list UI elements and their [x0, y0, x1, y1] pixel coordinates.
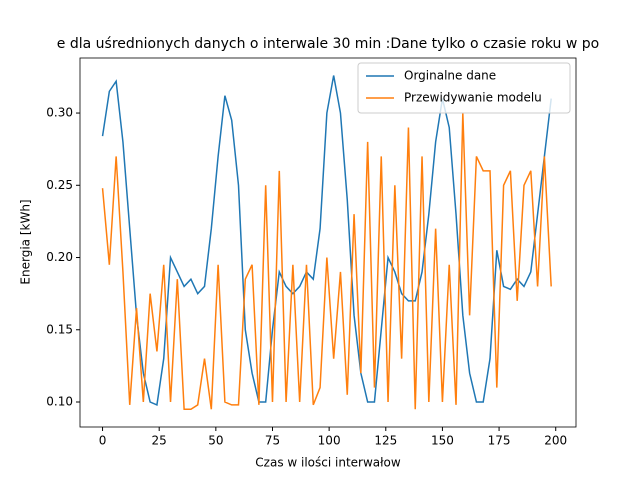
line-series: [101, 113, 552, 410]
y-tick-label: 0.15: [46, 322, 73, 336]
line-series: [101, 75, 552, 406]
x-tick-label: 75: [265, 434, 280, 448]
x-tick-label: 200: [544, 434, 567, 448]
legend-label: Orginalne dane: [404, 69, 496, 83]
y-axis-label: Energia [kWh]: [19, 199, 33, 284]
x-axis-label: Czas w ilości interwałow: [255, 456, 401, 470]
y-tick-label: 0.30: [46, 106, 73, 120]
x-tick-label: 50: [208, 434, 223, 448]
plot-frame: [79, 57, 577, 428]
y-tick-label: 0.25: [46, 178, 73, 192]
x-tick-label: 0: [99, 434, 107, 448]
y-tick-label: 0.20: [46, 250, 73, 264]
legend-box: [357, 62, 571, 114]
x-tick-label: 175: [488, 434, 511, 448]
x-tick-label: 125: [374, 434, 397, 448]
y-tick-label: 0.10: [46, 395, 73, 409]
x-tick-label: 150: [431, 434, 454, 448]
x-tick-label: 25: [152, 434, 167, 448]
x-tick-label: 100: [318, 434, 341, 448]
legend-label: Przewidywanie modelu: [404, 91, 542, 105]
chart-title: e dla uśrednionych danych o interwale 30…: [57, 36, 599, 52]
